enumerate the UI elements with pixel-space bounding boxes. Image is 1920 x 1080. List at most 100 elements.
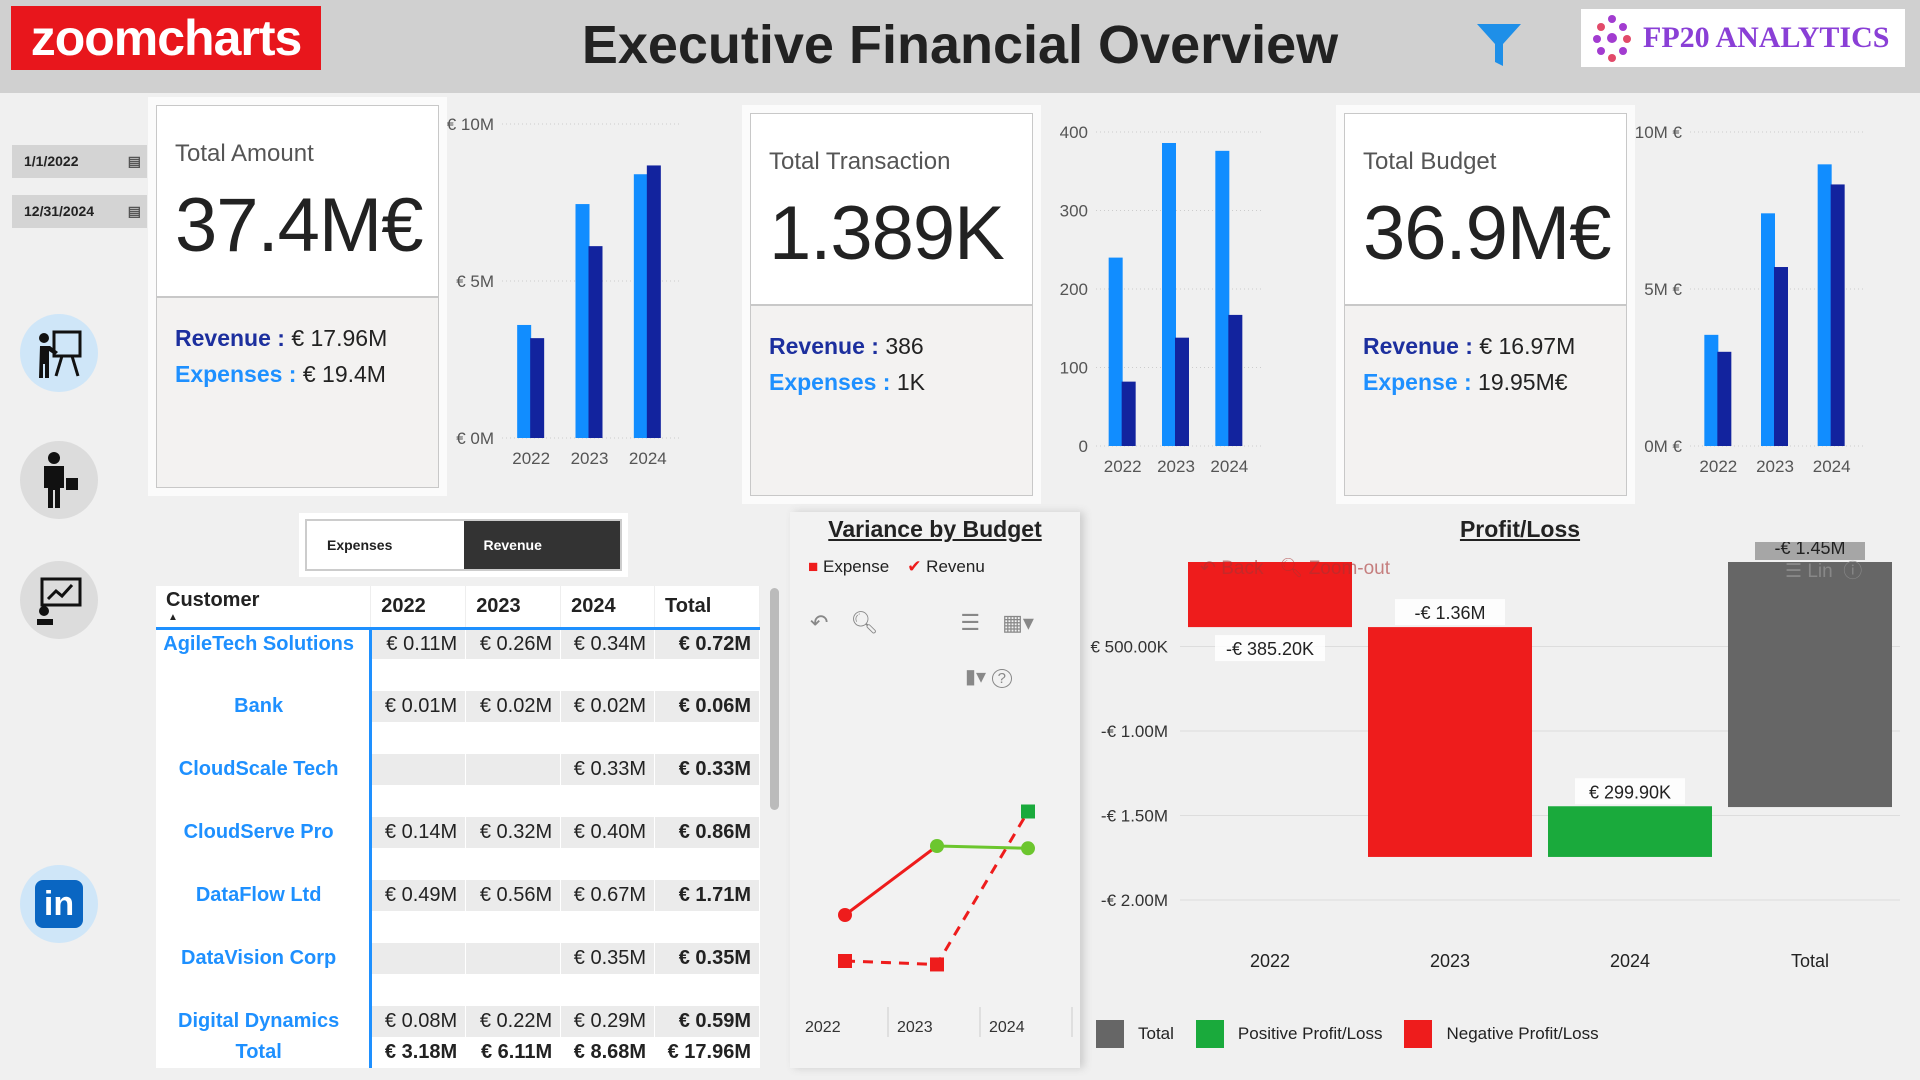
start-date-input[interactable]: 1/1/2022 ▤ [12, 145, 147, 178]
cell-value: € 0.35M [560, 943, 656, 974]
col-2023[interactable]: 2023 [465, 586, 562, 630]
waterfall-bar [1728, 562, 1892, 808]
customer-name[interactable]: CloudServe Pro [156, 817, 373, 848]
customer-name[interactable]: DataFlow Ltd [156, 880, 373, 911]
list-icon[interactable]: ☰ [960, 610, 981, 635]
end-date-value: 12/31/2024 [24, 203, 95, 219]
table-row[interactable]: DataFlow Ltd € 0.49M € 0.56M € 0.67M € 1.71M [156, 880, 760, 911]
chart-type-icon[interactable]: ▮▾ ? [965, 664, 1012, 689]
revenue-value: 386 [885, 333, 924, 359]
table-row[interactable]: Bank € 0.01M € 0.02M € 0.02M € 0.06M [156, 691, 760, 722]
y-tick-label: 200 [1060, 280, 1088, 299]
bar [633, 174, 648, 439]
presentation-icon[interactable] [20, 314, 98, 392]
table-scrollbar[interactable] [770, 588, 779, 810]
bar [575, 204, 590, 438]
calendar-icon[interactable]: ▦▾ [1002, 610, 1034, 635]
table-row[interactable]: AgileTech Solutions € 0.11M € 0.26M € 0.34M… [156, 628, 760, 659]
kpi-label: Total Transaction [769, 148, 951, 175]
x-tick-label: 2024 [629, 449, 667, 468]
y-tick-label: -€ 500.00K [1090, 638, 1169, 657]
bar [1108, 257, 1123, 446]
y-tick-label: 400 [1060, 124, 1088, 142]
profit-loss-title: Profit/Loss [1459, 516, 1581, 542]
revenue-value: € 16.97M [1479, 333, 1576, 359]
profit-loss-panel: Profit/Loss -€ 500.00K -€ 1.00M -€ 1.50M -€… [1090, 512, 1910, 1068]
back-icon[interactable]: ↶ [810, 610, 829, 635]
expenses-label: Expenses : [175, 361, 297, 387]
legend-total[interactable]: Total [1138, 1024, 1174, 1043]
col-total[interactable]: Total [654, 586, 760, 630]
table-row[interactable]: CloudScale Tech € 0.33M € 0.33M [156, 754, 760, 785]
x-tick-label: 2024 [989, 1019, 1025, 1036]
zoom-out-icon[interactable]: 🔍︎ [850, 610, 879, 635]
fp20-logo: FP20 ANALYTICS [1581, 9, 1905, 67]
variance-title: Variance by Budget [828, 516, 1042, 542]
customer-name[interactable]: Digital Dynamics [156, 1006, 373, 1037]
x-tick-label: 2022 [805, 1019, 841, 1036]
legend-expense[interactable]: ■ Expense [808, 557, 890, 576]
y-tick-label: -€ 1.50M [1101, 807, 1168, 826]
customer-name[interactable]: Bank [156, 691, 373, 722]
variance-line-chart: 2022 2023 2024 [805, 804, 1073, 1037]
bar [530, 338, 545, 438]
cell-value: € 0.72M [654, 628, 760, 659]
variance-panel: Variance by Budget ■ Expense ✔ Revenu ↶ 🔍… [790, 512, 1080, 1068]
legend-negative[interactable]: Negative Profit/Loss [1446, 1024, 1599, 1043]
cell-value: € 0.22M [465, 1006, 562, 1037]
calendar-icon[interactable]: ▤ [127, 203, 141, 219]
help-icon: ? [991, 669, 1012, 688]
x-tick-label: 2023 [1430, 951, 1470, 971]
funnel-icon[interactable] [1474, 20, 1524, 70]
cell-value: € 0.08M [370, 1006, 467, 1037]
col-customer[interactable]: Customer ▲ [156, 586, 372, 630]
customer-name[interactable]: CloudScale Tech [156, 754, 373, 785]
toggle-expenses[interactable]: Expenses [327, 537, 393, 553]
waterfall-bar [1548, 806, 1712, 857]
kpi-card-total-budget: Total Budget 36.9M€ Revenue : € 16.97M Exp… [1344, 113, 1627, 496]
revenue-line-segment [936, 844, 1029, 850]
businessman-icon[interactable] [20, 441, 98, 519]
cell-value: € 1.71M [654, 880, 760, 911]
legend-positive[interactable]: Positive Profit/Loss [1237, 1024, 1383, 1043]
bar [1830, 184, 1845, 447]
dots-icon [1593, 15, 1631, 62]
cell-value: € 0.59M [654, 1006, 760, 1037]
cell-value: € 0.40M [560, 817, 656, 848]
cell-value: € 0.02M [560, 691, 656, 722]
cell-value: € 0.14M [370, 817, 467, 848]
back-button[interactable]: ↶ Back 🔍︎ Zoom-out [1200, 558, 1391, 579]
bar [1121, 381, 1136, 446]
x-tick-label: 2022 [1699, 457, 1737, 476]
table-row[interactable]: CloudServe Pro € 0.14M € 0.32M € 0.40M € 0.8… [156, 817, 760, 848]
y-tick-label: -€ 1.00M [1101, 722, 1168, 741]
linkedin-icon[interactable]: in [20, 865, 98, 943]
toggle-revenue[interactable]: Revenue [463, 521, 620, 569]
cell-value: € 0.02M [465, 691, 562, 722]
analytics-board-icon[interactable] [20, 561, 98, 639]
col-2024[interactable]: 2024 [560, 586, 656, 630]
lin-button[interactable]: ☰ Lin ⓘ [1785, 561, 1863, 582]
table-row[interactable]: DataVision Corp € 0.35M € 0.35M [156, 943, 760, 974]
bar [1717, 351, 1732, 446]
expenses-value: 1K [896, 369, 925, 395]
revenue-line-segment [844, 844, 938, 917]
revenue-label: Revenue : [175, 325, 285, 351]
waterfall-bar [1188, 562, 1352, 628]
col-2022[interactable]: 2022 [370, 586, 467, 630]
kpi-card-total-amount: Total Amount 37.4M€ Revenue : € 17.96M Exp… [156, 105, 439, 488]
page-title: Executive Financial Overview [581, 15, 1339, 75]
customer-name[interactable]: DataVision Corp [156, 943, 373, 974]
legend-revenue[interactable]: ✔ Revenu [907, 557, 985, 576]
calendar-icon[interactable]: ▤ [127, 153, 141, 169]
customer-name[interactable]: AgileTech Solutions [156, 628, 373, 659]
data-label: € 299.90K [1589, 782, 1671, 802]
revenue-point [838, 908, 852, 922]
end-date-input[interactable]: 12/31/2024 ▤ [12, 195, 147, 228]
table-row[interactable]: Digital Dynamics € 0.08M € 0.22M € 0.29M € 0… [156, 1006, 760, 1037]
x-tick-label: 2023 [1157, 457, 1195, 476]
total-value: € 17.96M [654, 1037, 760, 1068]
expenses-revenue-toggle[interactable]: Expenses Revenue [305, 519, 622, 571]
zoomcharts-logo: zoomcharts [11, 6, 321, 70]
cell-value: € 0.06M [654, 691, 760, 722]
